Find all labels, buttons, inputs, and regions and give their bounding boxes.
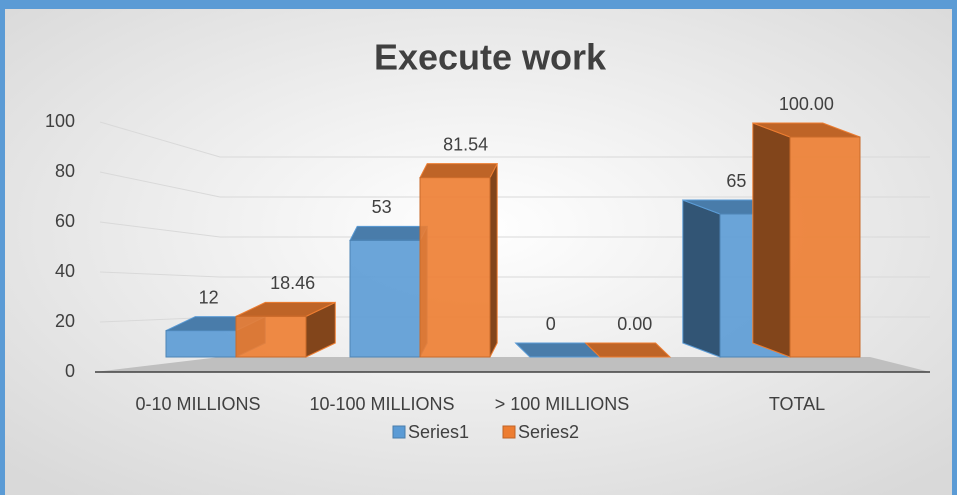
grid-line <box>99 121 930 158</box>
y-tick-label: 60 <box>55 211 75 231</box>
bar-top <box>419 163 499 179</box>
bar <box>349 239 421 358</box>
data-label: 53 <box>372 197 392 217</box>
chart-title: Execute work <box>374 37 607 78</box>
data-label: 0 <box>546 314 556 334</box>
data-label: 18.46 <box>270 273 315 293</box>
bar <box>419 177 491 358</box>
bar-top <box>584 342 672 358</box>
y-tick-label: 20 <box>55 311 75 331</box>
bar <box>165 330 237 358</box>
legend-swatch <box>502 425 516 439</box>
x-tick-label: 0-10 MILLIONS <box>135 394 260 414</box>
y-tick-label: 100 <box>45 111 75 131</box>
data-label: 81.54 <box>443 134 488 154</box>
x-tick-label: TOTAL <box>769 394 825 414</box>
data-label: 12 <box>199 287 219 307</box>
legend-label: Series1 <box>408 422 469 442</box>
bar-side <box>682 199 721 358</box>
data-label: 100.00 <box>779 94 834 114</box>
y-tick-label: 40 <box>55 261 75 281</box>
bar-side <box>752 122 791 358</box>
floor <box>95 357 930 372</box>
bar-top <box>349 225 429 241</box>
x-tick-label: > 100 MILLIONS <box>495 394 630 414</box>
bar <box>235 315 307 358</box>
y-tick-label: 0 <box>65 361 75 381</box>
bar <box>789 136 861 358</box>
x-tick-label: 10-100 MILLIONS <box>309 394 454 414</box>
grid-line <box>99 171 930 198</box>
y-tick-label: 80 <box>55 161 75 181</box>
data-label: 65 <box>726 171 746 191</box>
legend-label: Series2 <box>518 422 579 442</box>
legend-swatch <box>392 425 406 439</box>
bar-side <box>489 163 498 358</box>
data-label: 0.00 <box>617 314 652 334</box>
